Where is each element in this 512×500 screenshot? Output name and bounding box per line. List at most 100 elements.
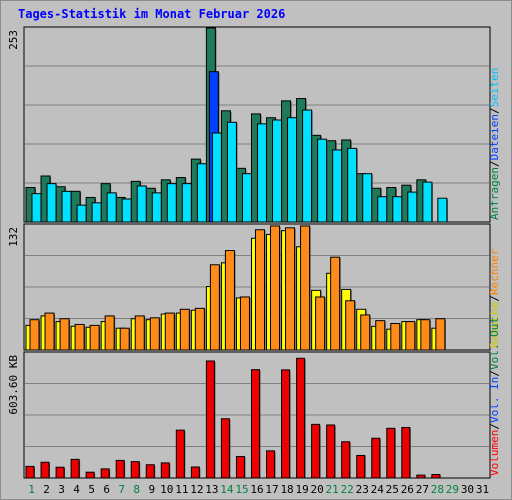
bar-rechner-day-17 bbox=[270, 225, 281, 351]
bar-seiten-day-16 bbox=[256, 123, 267, 223]
bar-volumen-day-11 bbox=[175, 429, 185, 479]
bar-rechner-day-15 bbox=[239, 296, 250, 351]
bar-seiten-day-23 bbox=[362, 173, 373, 223]
x-tick-label: 7 bbox=[118, 483, 125, 496]
bar-seiten-day-7 bbox=[121, 198, 132, 223]
bar-volumen-day-3 bbox=[55, 466, 65, 479]
bar-volumen-day-12 bbox=[190, 466, 200, 479]
bar-seiten-day-13 bbox=[211, 132, 222, 223]
bar-rechner-day-19 bbox=[300, 225, 311, 351]
bar-rechner-day-1 bbox=[29, 319, 40, 351]
bar-rechner-day-4 bbox=[74, 323, 85, 351]
legend-item: / bbox=[488, 295, 501, 302]
bar-volumen-day-7 bbox=[115, 459, 125, 479]
x-tick-label: 21 bbox=[326, 483, 339, 496]
legend-item: Besuche bbox=[488, 302, 501, 348]
x-tick-label: 26 bbox=[401, 483, 414, 496]
bar-volumen-day-27 bbox=[416, 474, 426, 479]
x-tick-label: 10 bbox=[160, 483, 173, 496]
visits-sites-chart: 132 Besuche/Rechner bbox=[7, 223, 501, 351]
bar-volumen-day-25 bbox=[386, 427, 396, 479]
bar-volumen-day-1 bbox=[25, 465, 35, 479]
x-tick-label: 6 bbox=[103, 483, 110, 496]
bar-rechner-day-13 bbox=[209, 264, 220, 351]
legend-text: Volumen/Vol. In/Vol. Out bbox=[488, 317, 501, 476]
series-volumen bbox=[25, 357, 441, 479]
x-tick-label: 29 bbox=[446, 483, 459, 496]
bar-volumen-day-15 bbox=[235, 455, 245, 479]
bar-volumen-day-9 bbox=[145, 464, 155, 479]
legend-text: Anfragen/Dateien/Seiten bbox=[488, 68, 501, 220]
x-tick-label: 18 bbox=[280, 483, 293, 496]
x-tick-label: 12 bbox=[190, 483, 203, 496]
bar-seiten-day-10 bbox=[166, 183, 177, 223]
legend-item: Volumen bbox=[488, 430, 501, 476]
x-tick-label: 11 bbox=[175, 483, 188, 496]
bar-rechner-day-25 bbox=[390, 322, 401, 351]
bar-rechner-day-26 bbox=[405, 321, 416, 351]
bar-rechner-day-21 bbox=[330, 256, 341, 351]
x-tick-label: 3 bbox=[58, 483, 65, 496]
bar-volumen-day-19 bbox=[296, 357, 306, 479]
bar-seiten-day-18 bbox=[287, 117, 298, 223]
x-tick-label: 2 bbox=[43, 483, 50, 496]
bar-volumen-day-10 bbox=[160, 462, 170, 479]
legend-item: / bbox=[488, 423, 501, 430]
bar-rechner-day-27 bbox=[420, 319, 431, 351]
bar-seiten-day-4 bbox=[76, 204, 87, 223]
bar-rechner-day-23 bbox=[360, 314, 371, 351]
bar-volumen-day-5 bbox=[85, 471, 95, 479]
x-tick-label: 30 bbox=[461, 483, 474, 496]
bar-seiten-day-2 bbox=[46, 183, 57, 223]
series-rechner bbox=[29, 225, 446, 351]
x-tick-label: 5 bbox=[88, 483, 95, 496]
bar-seiten-day-22 bbox=[347, 147, 358, 223]
bar-seiten-day-19 bbox=[302, 109, 313, 223]
x-tick-label: 25 bbox=[386, 483, 399, 496]
bar-rechner-day-14 bbox=[224, 250, 235, 351]
y-max-label: 603.60 KB bbox=[7, 355, 20, 415]
bar-rechner-day-9 bbox=[149, 317, 160, 351]
x-tick-label: 20 bbox=[311, 483, 324, 496]
x-axis-labels: 1 2 3 4 5 6 7 8 9 10 11 12 13 14 15 16 17 18 19 20 21 22 23 24 2… bbox=[28, 483, 489, 496]
bar-seiten-day-12 bbox=[196, 163, 207, 223]
bar-volumen-day-24 bbox=[371, 437, 381, 479]
bar-rechner-day-3 bbox=[59, 318, 70, 351]
legend-text: Besuche/Rechner bbox=[488, 248, 501, 348]
series-seiten bbox=[31, 109, 448, 223]
bar-seiten-day-20 bbox=[317, 138, 328, 223]
bar-rechner-day-16 bbox=[254, 229, 265, 351]
x-tick-label: 1 bbox=[28, 483, 35, 496]
bar-volumen-day-22 bbox=[341, 441, 351, 479]
bar-volumen-day-4 bbox=[70, 458, 80, 479]
bar-rechner-day-10 bbox=[164, 312, 175, 351]
bar-seiten-day-27 bbox=[422, 181, 433, 223]
bar-rechner-day-7 bbox=[119, 327, 130, 351]
legend-item: / bbox=[488, 107, 501, 114]
bar-volumen-day-16 bbox=[250, 369, 260, 479]
bar-seiten-day-3 bbox=[61, 190, 72, 223]
bar-volumen-day-18 bbox=[281, 369, 291, 479]
bar-volumen-day-14 bbox=[220, 418, 230, 479]
x-tick-label: 14 bbox=[220, 483, 234, 496]
legend-item: Dateien bbox=[488, 114, 501, 160]
x-tick-label: 28 bbox=[431, 483, 444, 496]
bar-rechner-day-8 bbox=[134, 315, 145, 351]
x-tick-label: 19 bbox=[295, 483, 308, 496]
x-tick-label: 17 bbox=[265, 483, 278, 496]
bar-volumen-day-17 bbox=[266, 450, 276, 479]
x-tick-label: 23 bbox=[356, 483, 369, 496]
bar-volumen-day-26 bbox=[401, 426, 411, 479]
legend-item: Rechner bbox=[488, 248, 501, 295]
bar-seiten-day-11 bbox=[181, 183, 192, 223]
bar-volumen-day-8 bbox=[130, 461, 140, 479]
bar-seiten-day-1 bbox=[31, 193, 42, 223]
bar-rechner-day-22 bbox=[345, 300, 356, 351]
bar-seiten-day-26 bbox=[407, 191, 418, 223]
bar-seiten-day-28 bbox=[437, 197, 448, 223]
bar-rechner-day-2 bbox=[44, 312, 55, 351]
bar-rechner-day-11 bbox=[179, 308, 190, 351]
legend-item: Anfragen bbox=[488, 167, 501, 220]
